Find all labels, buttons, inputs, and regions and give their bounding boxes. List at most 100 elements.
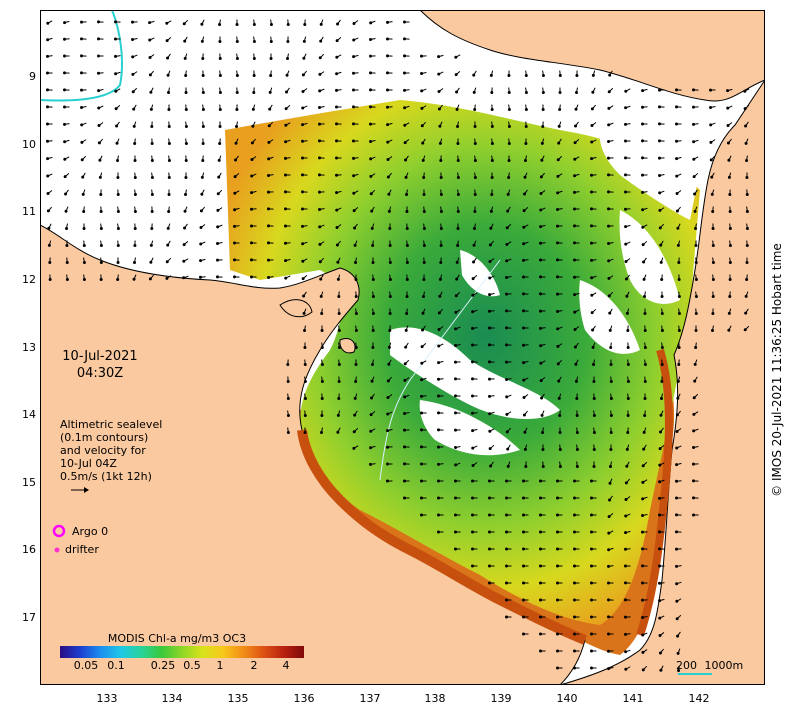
velocity-arrow-head <box>609 413 613 417</box>
velocity-arrow-head <box>320 328 324 332</box>
velocity-arrow-head <box>556 158 560 162</box>
velocity-arrow-head <box>641 89 645 93</box>
altimetry-contour <box>40 10 123 102</box>
velocity-arrow-head <box>641 497 645 501</box>
velocity-arrow-head <box>711 294 715 298</box>
velocity-arrow-head <box>454 530 457 534</box>
velocity-arrow-head <box>523 175 527 179</box>
altimetry-caption-line: (0.1m contours) <box>60 431 149 444</box>
map-frame <box>40 10 765 685</box>
velocity-arrow-head <box>149 260 153 264</box>
velocity-arrow-head <box>745 158 749 162</box>
velocity-arrow-head <box>148 73 152 77</box>
velocity-arrow-head <box>728 226 732 230</box>
velocity-arrow-head <box>439 260 443 264</box>
velocity-arrow-head <box>131 20 135 24</box>
velocity-arrow-head <box>46 88 50 92</box>
velocity-arrow-head <box>405 226 409 230</box>
velocity-arrow-head <box>252 22 256 26</box>
velocity-arrow-head <box>624 277 628 281</box>
velocity-arrows <box>46 19 750 672</box>
velocity-arrow-head <box>471 310 475 314</box>
velocity-arrow-head <box>692 445 696 449</box>
velocity-arrow-head <box>471 326 475 330</box>
velocity-arrow-head <box>403 462 407 466</box>
velocity-arrow-head <box>285 73 289 77</box>
velocity-arrow-head <box>558 73 562 77</box>
scale-bar-label-right: 1000m <box>704 659 744 672</box>
velocity-arrow-head <box>625 294 629 298</box>
velocity-arrow-head <box>80 88 84 92</box>
velocity-arrow-head <box>675 122 678 126</box>
velocity-arrow-head <box>524 124 528 128</box>
velocity-arrow-head <box>557 124 561 128</box>
velocity-arrow-head <box>183 56 187 60</box>
velocity-arrow-head <box>539 649 542 653</box>
velocity-arrow-head <box>268 107 272 111</box>
velocity-arrow-head <box>522 413 526 417</box>
velocity-arrow-head <box>590 123 594 127</box>
velocity-arrow-head <box>216 208 220 212</box>
velocity-arrow-head <box>250 275 254 279</box>
velocity-arrow-head <box>660 311 664 315</box>
velocity-arrow-head <box>556 174 560 178</box>
velocity-arrow-head <box>200 22 204 26</box>
velocity-arrow-head <box>641 513 645 517</box>
velocity-arrow-head <box>284 276 288 280</box>
velocity-arrow-head <box>405 192 409 196</box>
velocity-arrow-head <box>201 124 205 128</box>
velocity-arrow-head <box>335 139 339 143</box>
velocity-arrow-head <box>643 413 647 417</box>
velocity-arrow-head <box>455 107 459 111</box>
velocity-arrow-head <box>505 377 509 381</box>
velocity-arrow-head <box>658 547 662 551</box>
velocity-arrow-head <box>422 243 426 247</box>
velocity-arrow-head <box>626 362 630 366</box>
velocity-arrow-head <box>488 564 491 568</box>
velocity-arrow-head <box>658 530 662 534</box>
velocity-arrow-head <box>574 379 578 383</box>
velocity-arrow-head <box>677 345 681 349</box>
velocity-arrow-head <box>166 56 170 60</box>
velocity-arrow-head <box>624 564 628 568</box>
velocity-arrow-head <box>250 207 254 211</box>
velocity-arrow-head <box>403 411 407 415</box>
velocity-arrow-head <box>505 530 508 534</box>
velocity-arrow-head <box>318 190 322 194</box>
velocity-arrow-head <box>233 208 237 212</box>
velocity-arrow-head <box>488 447 492 451</box>
velocity-arrow-head <box>437 72 441 76</box>
chlorophyll-map[interactable] <box>40 10 765 685</box>
velocity-arrow-head <box>643 362 647 366</box>
velocity-arrow-head <box>642 447 646 451</box>
velocity-arrow-head <box>607 564 611 568</box>
velocity-arrow-head <box>421 311 425 315</box>
velocity-arrow-head <box>558 90 562 94</box>
velocity-arrow-head <box>692 140 696 144</box>
velocity-arrow-head <box>539 191 543 195</box>
velocity-arrow-head <box>420 106 424 110</box>
velocity-arrow-head <box>302 311 306 315</box>
velocity-arrow-head <box>267 124 271 128</box>
velocity-arrow-head <box>540 413 544 417</box>
velocity-arrow-head <box>573 207 577 211</box>
velocity-arrow-head <box>727 175 731 179</box>
velocity-arrow-head <box>184 158 188 162</box>
lon-tick-label: 134 <box>161 692 183 705</box>
velocity-arrow-head <box>590 293 594 297</box>
velocity-arrow-head <box>165 39 169 43</box>
velocity-arrow-head <box>437 513 440 517</box>
velocity-arrow-head <box>590 666 593 670</box>
velocity-arrow-head <box>608 498 612 502</box>
velocity-arrow-head <box>167 175 171 179</box>
velocity-arrow-head <box>591 328 595 332</box>
velocity-arrow-head <box>573 666 576 670</box>
velocity-arrow-head <box>386 479 389 483</box>
velocity-arrow-head <box>711 311 715 315</box>
velocity-arrow-head <box>711 209 715 213</box>
velocity-arrow-head <box>301 190 305 194</box>
velocity-arrow-head <box>354 379 358 383</box>
velocity-arrow-head <box>677 260 681 264</box>
velocity-arrow-head <box>675 617 679 621</box>
velocity-arrow-head <box>352 209 356 213</box>
